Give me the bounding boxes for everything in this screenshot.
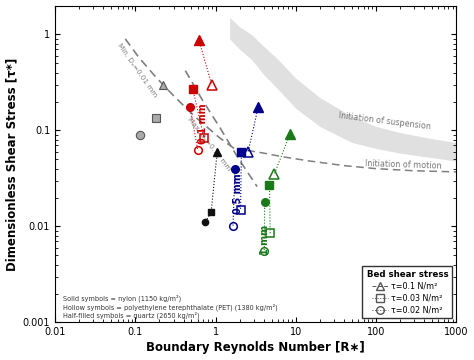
Text: Initiation of suspension: Initiation of suspension	[338, 111, 432, 131]
Text: 0.1 mm: 0.1 mm	[198, 104, 208, 144]
Text: 1 mm: 1 mm	[260, 225, 270, 255]
Text: Solid symbols = nylon (1150 kg/m²)
Hollow symbols = polyethylene terephthalate (: Solid symbols = nylon (1150 kg/m²) Hollo…	[63, 294, 278, 319]
X-axis label: Boundary Reynolds Number [R∗]: Boundary Reynolds Number [R∗]	[146, 341, 365, 355]
Text: 0.5 mm: 0.5 mm	[233, 173, 243, 214]
Text: Initiation of motion: Initiation of motion	[365, 159, 442, 171]
Y-axis label: Dimensionless Shear Stress [τ*]: Dimensionless Shear Stress [τ*]	[6, 57, 18, 271]
Text: Max. Dₐ=0.12 mm: Max. Dₐ=0.12 mm	[186, 116, 231, 172]
Legend: τ=0.1 N/m², τ=0.03 N/m², τ=0.02 N/m²: τ=0.1 N/m², τ=0.03 N/m², τ=0.02 N/m²	[363, 266, 452, 318]
Text: Min. Dₐ=0.01 mm: Min. Dₐ=0.01 mm	[116, 42, 158, 99]
